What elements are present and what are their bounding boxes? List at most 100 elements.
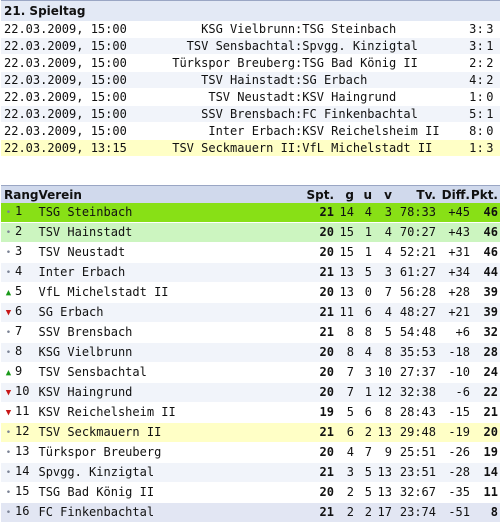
result-away-team: TSG Bad König II (302, 56, 418, 70)
played: 20 (306, 222, 334, 243)
goals: 48:27 (392, 302, 436, 323)
goals: 78:33 (392, 203, 436, 223)
played: 20 (306, 442, 334, 463)
points: 39 (470, 302, 500, 323)
played: 20 (306, 342, 334, 363)
lost: 3 (372, 203, 392, 223)
rank-number: 12 (15, 424, 30, 438)
goal-diff: -26 (436, 442, 470, 463)
standings-row: • 2 TSV Hainstadt 20 15 1 4 70:27 +43 46 (1, 222, 500, 243)
lost: 5 (372, 322, 392, 343)
drawn: 1 (354, 222, 372, 243)
result-home-score: 1 (439, 139, 477, 157)
rank-cell: • 15 (1, 482, 39, 503)
result-row: 22.03.2009, 15:00 TSV Neustadt: KSV Haingr… (1, 89, 500, 106)
rank-cell: • 8 (1, 342, 39, 363)
result-date: 22.03.2009, 15:00 (1, 105, 153, 123)
standings-row: • 3 TSV Neustadt 20 15 1 4 52:21 +31 46 (1, 242, 500, 263)
points: 11 (470, 482, 500, 503)
result-home-team: TSV Seckmauern II (152, 139, 296, 157)
points: 39 (470, 282, 500, 303)
result-colon: : (476, 105, 485, 123)
played: 21 (306, 262, 334, 283)
result-colon: : (476, 71, 485, 89)
won: 5 (334, 402, 354, 423)
drawn: 3 (354, 362, 372, 383)
results-table: 22.03.2009, 15:00 KSG Vielbrunn: TSG Stein… (1, 21, 500, 157)
rank-number: 10 (15, 384, 30, 398)
standings-row: ▼ 6 SG Erbach 21 11 6 4 48:27 +21 39 (1, 302, 500, 323)
standings-row: ▲ 9 TSV Sensbachtal 20 7 3 10 27:37 -10 24 (1, 362, 500, 383)
won: 4 (334, 442, 354, 463)
result-away-score: 2 (486, 56, 494, 70)
goal-diff: +45 (436, 203, 470, 223)
result-home-team: SSV Brensbach (152, 105, 296, 123)
lost: 8 (372, 342, 392, 363)
standings-row: • 8 KSG Vielbrunn 20 8 4 8 35:53 -18 28 (1, 342, 500, 363)
rank-number: 13 (15, 444, 30, 458)
rank-number: 9 (15, 364, 23, 378)
played: 20 (306, 482, 334, 503)
team-name: TSG Bad König II (38, 482, 306, 503)
played: 20 (306, 362, 334, 383)
drawn: 0 (354, 282, 372, 303)
drawn: 7 (354, 442, 372, 463)
result-away-team: Spvgg. Kinzigtal (302, 37, 440, 55)
standings-row: • 16 FC Finkenbachtal 21 2 2 17 23:74 -51 8 (1, 502, 500, 523)
standings-row: ▼ 11 KSV Reichelsheim II 19 5 6 8 28:43 -15 21 (1, 402, 500, 423)
goals: 25:51 (392, 442, 436, 463)
goals: 23:51 (392, 462, 436, 483)
goal-diff: -6 (436, 382, 470, 403)
rank-number: 6 (15, 304, 23, 318)
goal-diff: +43 (436, 222, 470, 243)
result-away-team: FC Finkenbachtal (302, 105, 440, 123)
header-lost: v (372, 185, 392, 203)
rank-cell: • 2 (1, 222, 39, 243)
won: 8 (334, 342, 354, 363)
played: 21 (306, 502, 334, 523)
standings-row: • 12 TSV Seckmauern II 21 6 2 13 29:48 -19 20 (1, 422, 500, 443)
result-home-score: 5 (439, 105, 477, 123)
standings-row: ▼ 10 KSV Haingrund 20 7 1 12 32:38 -6 22 (1, 382, 500, 403)
goal-diff: -28 (436, 462, 470, 483)
result-home-score: 3 (439, 37, 477, 55)
standings-header-row: Rang Verein Spt. g u v Tv. Diff. Pkt. (1, 185, 500, 203)
result-away-score: 1 (484, 37, 500, 55)
result-away-team: KSV Reichelsheim II (302, 124, 440, 138)
team-name: VfL Michelstadt II (38, 282, 306, 303)
won: 2 (334, 502, 354, 523)
standings-table: Rang Verein Spt. g u v Tv. Diff. Pkt. • 1… (1, 185, 500, 523)
header-team: Verein (38, 185, 306, 203)
rank-number: 2 (15, 224, 23, 238)
dot-icon: • (5, 228, 12, 238)
result-home-score: 1 (469, 90, 477, 104)
result-row: 22.03.2009, 15:00 TSV Sensbachtal: Spvgg. … (1, 37, 500, 55)
rank-cell: ▲ 5 (1, 282, 39, 303)
won: 14 (334, 203, 354, 223)
result-colon: : (476, 139, 485, 157)
drawn: 8 (354, 322, 372, 343)
standings-row: • 4 Inter Erbach 21 13 5 3 61:27 +34 44 (1, 262, 500, 283)
goals: 32:38 (392, 382, 436, 403)
won: 3 (334, 462, 354, 483)
points: 46 (470, 222, 500, 243)
result-separator: : (295, 22, 303, 36)
result-row: 22.03.2009, 15:00 Inter Erbach: KSV Reiche… (1, 123, 500, 140)
won: 15 (334, 222, 354, 243)
result-away-team: TSG Steinbach (302, 22, 397, 36)
team-name: KSV Reichelsheim II (38, 402, 306, 423)
result-home-team: KSG Vielbrunn (201, 22, 296, 36)
result-row: 22.03.2009, 15:00 SSV Brensbach: FC Finken… (1, 105, 500, 123)
result-home-score: 8 (469, 124, 477, 138)
triangle-up-icon: ▲ (5, 368, 12, 378)
goal-diff: -18 (436, 342, 470, 363)
drawn: 4 (354, 342, 372, 363)
dot-icon: • (5, 428, 12, 438)
played: 20 (306, 282, 334, 303)
team-name: TSV Seckmauern II (38, 422, 306, 443)
points: 46 (470, 203, 500, 223)
result-home-team: Türkspor Breuberg (172, 56, 296, 70)
played: 21 (306, 203, 334, 223)
lost: 4 (372, 222, 392, 243)
goal-diff: -19 (436, 422, 470, 443)
